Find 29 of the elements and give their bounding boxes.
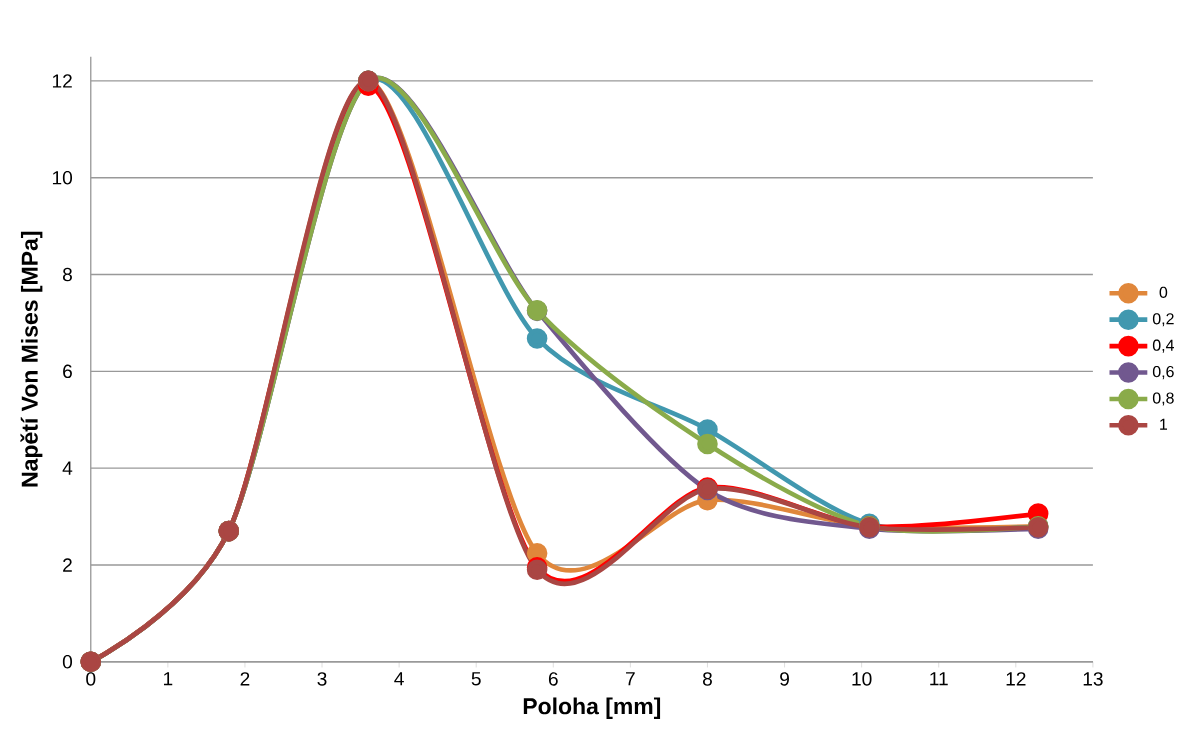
x-axis-title: Poloha [mm] — [523, 697, 661, 720]
y-tick-label: 6 — [63, 364, 72, 379]
x-tick-label: 12 — [1006, 672, 1026, 686]
legend-label: 1 — [1160, 418, 1168, 430]
y-tick-label: 12 — [52, 74, 72, 88]
legend-label: 0,2 — [1152, 313, 1174, 327]
x-tick-label: 10 — [852, 672, 872, 686]
x-tick-label: 13 — [1083, 672, 1103, 686]
y-tick-label: 0 — [62, 655, 73, 669]
x-tick-label: 9 — [780, 672, 789, 686]
y-tick-label: 10 — [52, 171, 73, 185]
x-tick-label: 5 — [471, 672, 481, 686]
x-tick-label: 11 — [930, 672, 948, 686]
y-axis-title: Napětí Von Mises [MPa] — [20, 232, 43, 487]
x-tick-label: 0 — [86, 672, 96, 686]
x-tick-label: 1 — [163, 672, 173, 686]
x-tick-label: 8 — [702, 672, 712, 686]
y-tick-label: 4 — [62, 461, 73, 475]
x-tick-label: 2 — [240, 672, 250, 686]
legend-label: 0,8 — [1152, 392, 1174, 406]
legend-label: 0 — [1159, 286, 1168, 299]
y-tick-label: 2 — [63, 558, 72, 572]
y-tick-label: 8 — [62, 267, 72, 282]
x-tick-label: 6 — [548, 672, 558, 686]
x-tick-label: 4 — [394, 672, 404, 686]
x-tick-label: 7 — [626, 672, 635, 686]
x-tick-label: 3 — [317, 672, 327, 686]
legend-label: 0,6 — [1152, 366, 1174, 380]
legend-label: 0,4 — [1152, 339, 1174, 353]
